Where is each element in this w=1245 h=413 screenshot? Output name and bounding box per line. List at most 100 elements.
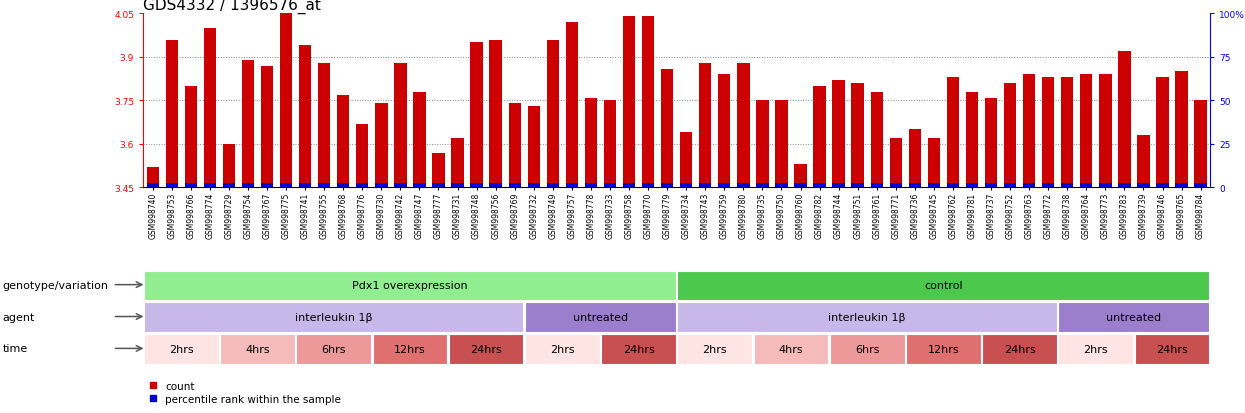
Bar <box>906 335 981 364</box>
Bar <box>661 183 674 188</box>
Bar <box>677 303 1057 332</box>
Text: time: time <box>2 344 29 354</box>
Bar <box>1194 183 1206 188</box>
Bar <box>184 87 197 188</box>
Bar <box>1081 183 1093 188</box>
Bar <box>395 64 407 188</box>
Bar <box>698 64 711 188</box>
Bar <box>966 183 979 188</box>
Bar <box>718 75 731 188</box>
Text: 24hrs: 24hrs <box>622 344 655 354</box>
Bar <box>1061 78 1073 188</box>
Bar <box>242 183 254 188</box>
Bar <box>794 183 807 188</box>
Text: 2hrs: 2hrs <box>169 344 193 354</box>
Bar <box>1157 78 1169 188</box>
Bar <box>909 183 921 188</box>
Bar <box>471 183 483 188</box>
Bar <box>677 271 1209 300</box>
Bar <box>870 183 883 188</box>
Bar <box>144 303 523 332</box>
Bar <box>395 183 407 188</box>
Bar <box>604 183 616 188</box>
Bar <box>489 183 502 188</box>
Bar <box>1175 183 1188 188</box>
Bar <box>1137 136 1149 188</box>
Bar <box>737 64 749 188</box>
Text: 12hrs: 12hrs <box>395 344 426 354</box>
Bar <box>1003 84 1016 188</box>
Text: 2hrs: 2hrs <box>1083 344 1108 354</box>
Bar <box>753 335 828 364</box>
Bar <box>1118 183 1130 188</box>
Text: 24hrs: 24hrs <box>1157 344 1188 354</box>
Bar <box>585 98 598 188</box>
Bar <box>452 139 463 188</box>
Text: Pdx1 overexpression: Pdx1 overexpression <box>352 280 468 291</box>
Bar <box>1061 183 1073 188</box>
Text: 2hrs: 2hrs <box>702 344 727 354</box>
Bar <box>166 40 178 188</box>
Bar <box>737 183 749 188</box>
Text: 6hrs: 6hrs <box>321 344 346 354</box>
Bar <box>1137 183 1149 188</box>
Text: 6hrs: 6hrs <box>855 344 879 354</box>
Bar <box>1042 78 1055 188</box>
Bar <box>1023 75 1036 188</box>
Bar <box>1003 183 1016 188</box>
Bar <box>852 84 864 188</box>
Bar <box>204 29 217 188</box>
Bar <box>982 335 1057 364</box>
Bar <box>622 17 635 188</box>
Bar <box>204 183 217 188</box>
Bar <box>601 335 676 364</box>
Text: untreated: untreated <box>573 312 627 323</box>
Bar <box>565 183 578 188</box>
Bar <box>698 183 711 188</box>
Bar <box>909 130 921 188</box>
Bar <box>147 168 159 188</box>
Bar <box>220 335 295 364</box>
Bar <box>356 124 369 188</box>
Bar <box>299 183 311 188</box>
Bar <box>144 271 676 300</box>
Bar <box>890 139 901 188</box>
Text: 24hrs: 24hrs <box>471 344 502 354</box>
Bar <box>147 183 159 188</box>
Bar <box>1099 75 1112 188</box>
Bar <box>1058 335 1133 364</box>
Bar <box>565 23 578 188</box>
Bar <box>223 183 235 188</box>
Text: untreated: untreated <box>1107 312 1162 323</box>
Bar <box>642 17 655 188</box>
Bar <box>413 93 426 188</box>
Text: 12hrs: 12hrs <box>928 344 959 354</box>
Bar <box>260 183 273 188</box>
Bar <box>680 133 692 188</box>
Bar <box>144 335 219 364</box>
Bar <box>223 145 235 188</box>
Text: control: control <box>924 280 962 291</box>
Text: agent: agent <box>2 312 35 322</box>
Bar <box>413 183 426 188</box>
Bar <box>830 335 905 364</box>
Bar <box>375 104 387 188</box>
Bar <box>946 78 959 188</box>
Bar <box>337 95 350 188</box>
Bar <box>280 14 293 188</box>
Bar <box>776 183 788 188</box>
Bar <box>508 104 520 188</box>
Bar <box>1134 335 1209 364</box>
Bar <box>317 183 330 188</box>
Bar <box>585 183 598 188</box>
Bar <box>452 183 463 188</box>
Bar <box>756 101 768 188</box>
Bar <box>184 183 197 188</box>
Bar <box>813 183 825 188</box>
Bar <box>508 183 520 188</box>
Bar <box>296 335 371 364</box>
Bar <box>622 183 635 188</box>
Bar <box>1175 72 1188 188</box>
Bar <box>432 183 444 188</box>
Bar <box>317 64 330 188</box>
